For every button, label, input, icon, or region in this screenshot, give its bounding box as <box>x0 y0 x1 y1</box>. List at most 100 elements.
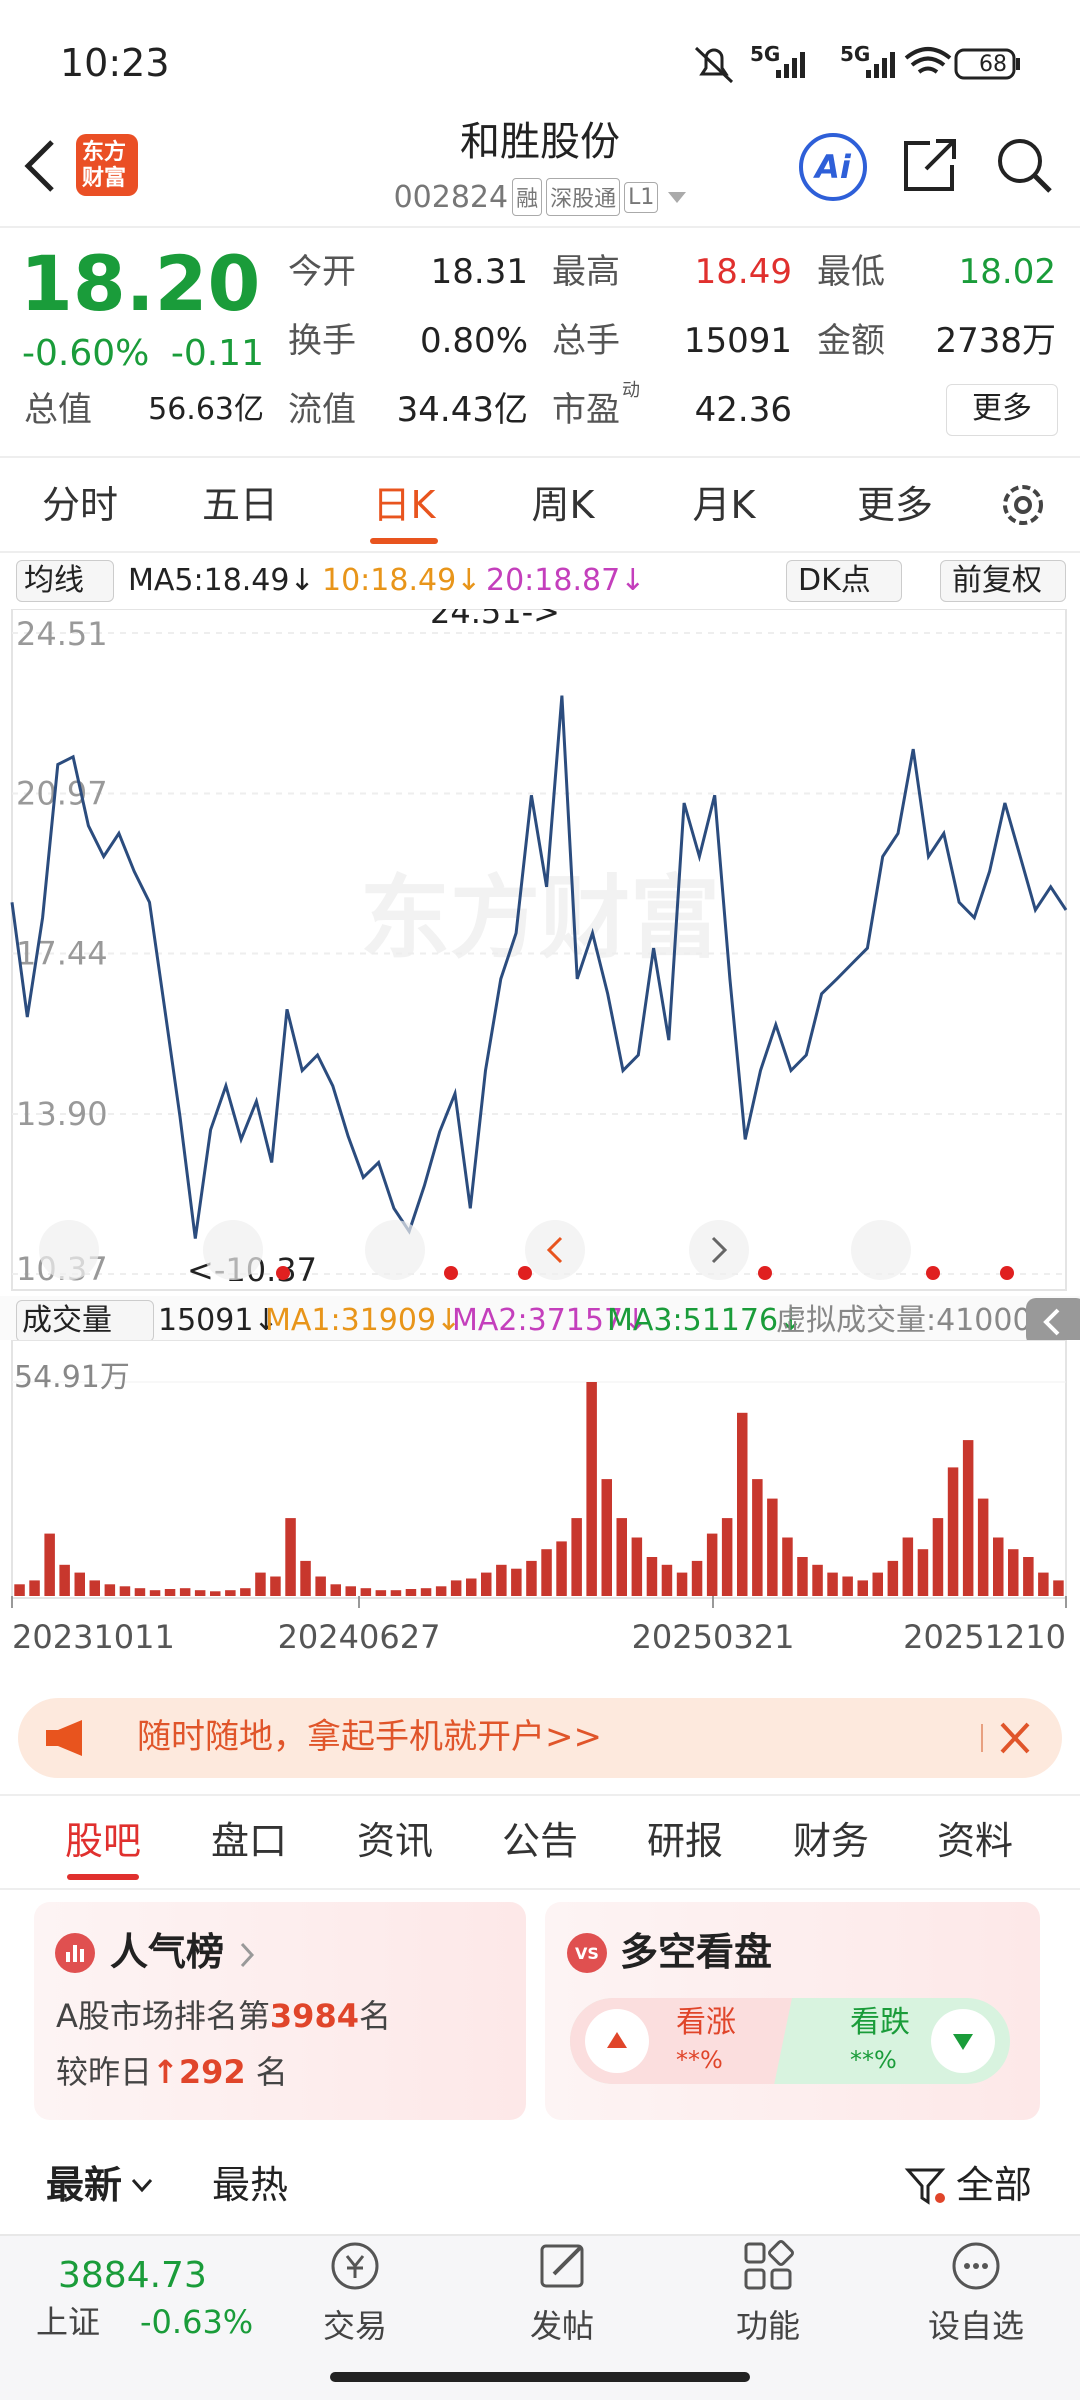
x-tick-label: 20251210 <box>903 1618 1066 1656</box>
volume-bar <box>14 1584 25 1596</box>
volume-bar <box>721 1518 733 1596</box>
volume-bar <box>119 1586 131 1596</box>
index-change: -0.63% <box>140 2303 254 2341</box>
adjust-label: 前复权 <box>952 563 1042 598</box>
nav-button <box>525 1220 585 1280</box>
adjust-button[interactable] <box>940 560 1066 602</box>
vol-ma1: MA1:31909↓ <box>265 1303 462 1338</box>
field-label: 市盈 <box>552 390 620 430</box>
period-tab[interactable]: 日K <box>372 483 436 527</box>
index-value[interactable]: 3884.73 <box>58 2255 207 2296</box>
status-time: 10:23 <box>60 41 170 85</box>
field-value: 18.31 <box>430 252 528 292</box>
more-button[interactable]: 更多 <box>946 384 1058 436</box>
bottom-label[interactable]: 交易 <box>322 2307 387 2345</box>
section-tab[interactable]: 研报 <box>646 1819 723 1863</box>
signal-dot <box>518 1266 532 1280</box>
collapse-tab[interactable] <box>1026 1298 1080 1346</box>
filter-label[interactable]: 全部 <box>956 2163 1033 2207</box>
section-tab[interactable]: 盘口 <box>210 1819 287 1863</box>
volume-bar <box>315 1576 326 1596</box>
volume-bar <box>857 1580 868 1596</box>
y-tick-label: 13.90 <box>16 1095 108 1133</box>
volume-bar <box>164 1589 176 1596</box>
volume-bar <box>812 1564 823 1596</box>
nav-button <box>39 1220 99 1280</box>
banner-close[interactable] <box>980 1718 1040 1758</box>
rank-suffix: 名 <box>358 1997 391 2035</box>
tab-underline <box>370 538 438 544</box>
back-button[interactable] <box>20 138 60 194</box>
bottom-label[interactable]: 功能 <box>735 2307 800 2345</box>
bottom-icon[interactable] <box>946 2236 1006 2296</box>
volume-bar <box>962 1440 974 1596</box>
bottom-label[interactable]: 发帖 <box>529 2307 594 2345</box>
price-line <box>10 695 1068 1239</box>
volume-bar <box>932 1518 944 1596</box>
volume-bar <box>782 1537 793 1596</box>
field-value: 2738万 <box>935 321 1056 361</box>
bottom-label[interactable]: 设自选 <box>927 2307 1024 2345</box>
popularity-card[interactable] <box>34 1902 526 2120</box>
bottom-icon[interactable] <box>738 2236 798 2296</box>
volume-bar <box>737 1412 748 1596</box>
vol-ma3: MA3:51176↓ <box>607 1303 804 1338</box>
dk-button[interactable] <box>786 560 902 602</box>
nav-button <box>689 1220 749 1280</box>
field-value: 56.63亿 <box>148 392 264 427</box>
tag: 深股通 <box>546 178 621 216</box>
volume-bar <box>210 1591 221 1596</box>
feed-tab[interactable]: 最新 <box>46 2163 123 2207</box>
volume-bar <box>466 1578 477 1596</box>
section-tab[interactable]: 资讯 <box>356 1819 433 1863</box>
volume-bar <box>571 1518 582 1596</box>
field-value: 18.02 <box>958 252 1056 292</box>
period-tab[interactable]: 分时 <box>41 483 118 527</box>
rank-prefix: A股市场排名第 <box>56 1997 270 2035</box>
volume-bar <box>842 1576 853 1596</box>
volume-bar <box>44 1533 55 1596</box>
period-tab[interactable]: 五日 <box>201 483 278 527</box>
down-button[interactable] <box>930 2008 996 2074</box>
section-tab[interactable]: 资料 <box>936 1819 1013 1863</box>
volume-bar <box>89 1580 100 1596</box>
section-tab[interactable]: 股吧 <box>64 1819 141 1863</box>
signal-dot <box>444 1266 458 1280</box>
volume-bar <box>285 1518 296 1596</box>
volume-bar <box>300 1560 311 1596</box>
up-value: **% <box>676 2046 723 2074</box>
ai-button[interactable]: Ai <box>799 133 867 201</box>
section-tab[interactable]: 公告 <box>501 1819 578 1863</box>
bottom-icon[interactable] <box>532 2236 592 2296</box>
change-pct: -0.60% <box>22 333 150 374</box>
volume-bar <box>255 1572 266 1596</box>
field-label: 流值 <box>288 390 356 430</box>
field-note: 动 <box>622 380 640 401</box>
banner[interactable] <box>18 1698 1062 1778</box>
settings-button[interactable] <box>996 478 1050 532</box>
share-button[interactable] <box>900 135 960 195</box>
volume-bar <box>661 1564 673 1596</box>
feed-tab[interactable]: 最热 <box>212 2163 289 2207</box>
field-label: 最高 <box>552 252 620 292</box>
search-button[interactable] <box>994 135 1054 195</box>
volume-bar <box>1008 1549 1019 1596</box>
volume-bar <box>149 1590 161 1596</box>
volume-bar <box>601 1479 612 1596</box>
bottom-icon[interactable] <box>325 2236 385 2296</box>
field-value: 18.49 <box>694 252 792 292</box>
volume-bar <box>526 1560 537 1596</box>
filter-icon[interactable] <box>904 2164 948 2208</box>
caret <box>131 2178 153 2193</box>
up-button[interactable] <box>584 2008 650 2074</box>
sentiment-icon: VS <box>567 1933 607 1973</box>
period-tab[interactable]: 月K <box>692 483 756 527</box>
period-tab[interactable]: 周K <box>531 483 595 527</box>
ma-dropdown[interactable] <box>16 560 114 602</box>
stock-name: 和胜股份 <box>460 119 620 165</box>
volume-bar <box>134 1588 146 1596</box>
period-tab[interactable]: 更多 <box>856 483 933 527</box>
section-tab[interactable]: 财务 <box>792 1819 869 1863</box>
rank-line: A股市场排名第3984名 <box>56 2000 391 2032</box>
